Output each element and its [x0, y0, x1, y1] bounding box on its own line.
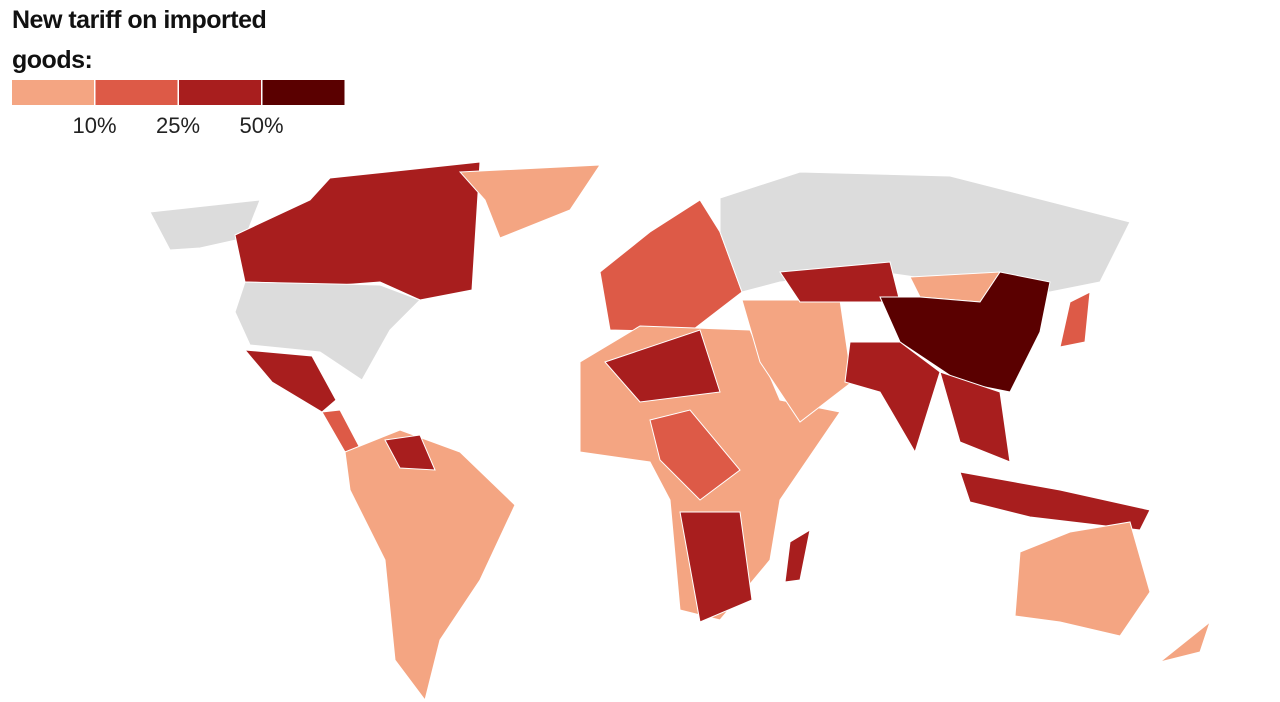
legend-swatch	[12, 80, 94, 105]
usa	[234, 281, 421, 381]
greenland	[458, 164, 601, 239]
central-africa	[649, 409, 741, 501]
mexico	[243, 349, 337, 413]
japan	[1059, 291, 1091, 348]
south-america	[344, 429, 516, 702]
legend-title: New tariff on imported goods:	[12, 6, 267, 74]
central-america	[321, 409, 361, 453]
alaska	[149, 199, 261, 251]
legend-swatch	[95, 80, 178, 105]
legend-label: 10%	[72, 113, 116, 138]
legend-swatch	[179, 80, 261, 105]
southeast-asia	[939, 371, 1011, 463]
indonesia	[959, 471, 1151, 531]
new-zealand	[1159, 620, 1212, 663]
australia	[1014, 521, 1151, 637]
legend: 10% 25% 50%	[12, 80, 345, 138]
legend-label: 50%	[239, 113, 283, 138]
india	[844, 341, 941, 454]
legend-label: 25%	[156, 113, 200, 138]
north-africa	[604, 329, 721, 403]
canada	[234, 161, 481, 301]
madagascar	[784, 528, 811, 583]
china	[879, 271, 1051, 393]
legend-swatch	[262, 80, 345, 105]
venezuela	[384, 434, 436, 471]
southern-africa	[679, 511, 753, 623]
